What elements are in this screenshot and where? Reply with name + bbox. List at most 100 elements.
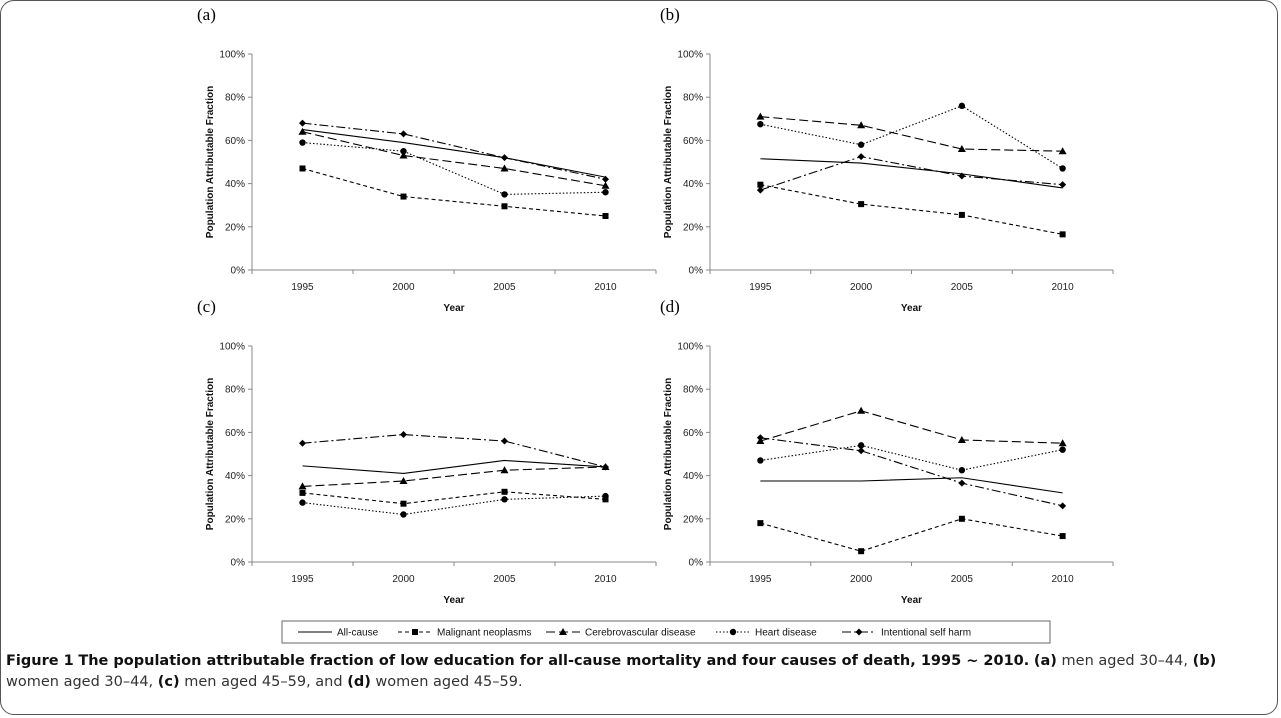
series-malignant-neoplasms <box>757 515 1066 555</box>
x-tick-label: 2000 <box>392 574 415 585</box>
data-point <box>857 442 865 449</box>
series-intentional-self-harm <box>299 119 609 183</box>
series-line <box>302 122 606 180</box>
x-tick-label: 2005 <box>951 574 974 585</box>
x-axis-title: Year <box>901 303 922 314</box>
data-point <box>958 479 966 487</box>
x-axis-title: Year <box>901 595 922 606</box>
y-tick-label: 80% <box>683 385 703 396</box>
legend-label: Cerebrovascular disease <box>585 628 696 639</box>
legend-swatch-marker <box>412 629 418 635</box>
series-line <box>760 410 1063 444</box>
legend-label: Malignant neoplasms <box>437 628 532 639</box>
legend-swatch-marker <box>855 628 863 636</box>
data-point <box>399 477 408 484</box>
legend-swatch-marker <box>729 628 737 636</box>
data-point <box>757 520 764 527</box>
data-point <box>757 181 764 188</box>
panel-label: (a) <box>197 5 216 24</box>
data-point <box>1059 181 1067 189</box>
y-tick-label: 0% <box>231 558 246 569</box>
data-point <box>1059 231 1066 238</box>
data-point <box>958 515 965 522</box>
x-tick-label: 2000 <box>850 282 873 293</box>
series-line <box>760 518 1063 552</box>
caption-part-a-text: men aged 30–44, <box>1056 653 1193 669</box>
series-heart-disease <box>299 492 609 518</box>
y-tick-label: 40% <box>225 471 245 482</box>
y-axis-title: Population Attributable Fraction <box>205 378 216 530</box>
data-point <box>1059 165 1066 172</box>
data-point <box>400 130 407 138</box>
data-point <box>602 213 609 219</box>
series-all-cause <box>760 477 1063 494</box>
data-point <box>958 211 965 218</box>
data-point <box>602 175 609 183</box>
series-line <box>302 495 606 516</box>
panel-c: (c) 0% 20% 40% 60% 80% 100% 1995 2000 2005 2010 Yea… <box>197 297 657 606</box>
data-point <box>400 193 407 200</box>
y-tick-label: 100% <box>219 50 245 61</box>
panel-label: (c) <box>197 297 216 316</box>
y-tick-label: 40% <box>225 179 245 190</box>
y-tick-label: 60% <box>225 428 245 439</box>
data-point <box>602 189 609 196</box>
panel-label: (b) <box>660 5 680 24</box>
x-tick-label: 2005 <box>493 282 516 293</box>
series-malignant-neoplasms <box>299 165 609 219</box>
legend-label: All-cause <box>337 628 379 639</box>
x-tick-label: 2000 <box>850 574 873 585</box>
legend-label: Intentional self harm <box>881 628 971 639</box>
data-point <box>298 482 307 490</box>
panel-a: (a) 0% 20% 40% 60% 80% 100% 1995 2000 2005 2010 Yea… <box>197 5 657 314</box>
series-intentional-self-harm <box>299 431 609 471</box>
y-tick-label: 80% <box>683 93 703 104</box>
data-point <box>500 466 509 474</box>
series-cerebrovascular-disease <box>756 112 1067 155</box>
series-line <box>760 116 1063 152</box>
data-point <box>1059 533 1066 540</box>
series-cerebrovascular-disease <box>756 406 1067 447</box>
data-point <box>501 191 508 198</box>
y-tick-label: 60% <box>683 428 703 439</box>
legend-item: Malignant neoplasms <box>398 628 532 639</box>
caption-part-d-text: women aged 45–59. <box>370 674 523 690</box>
y-tick-label: 60% <box>225 136 245 147</box>
series-intentional-self-harm <box>756 153 1067 194</box>
x-tick-label: 2005 <box>951 282 974 293</box>
data-point <box>501 203 508 210</box>
data-point <box>857 141 865 148</box>
data-point <box>1059 446 1066 453</box>
y-tick-label: 20% <box>683 514 703 525</box>
data-point <box>1059 502 1067 510</box>
y-axis-title: Population Attributable Fraction <box>663 86 674 238</box>
data-point <box>756 112 765 120</box>
x-axis-title: Year <box>443 303 464 314</box>
legend-label: Heart disease <box>755 628 817 639</box>
series-line <box>760 437 1063 507</box>
legend-item: All-cause <box>298 628 379 639</box>
legend: All-cause Malignant neoplasms Cerebrovascu… <box>281 620 1051 644</box>
data-point <box>501 154 508 162</box>
y-tick-label: 20% <box>225 514 245 525</box>
x-tick-label: 2000 <box>392 282 415 293</box>
legend-item: Cerebrovascular disease <box>546 628 696 639</box>
series-line <box>302 129 606 178</box>
data-point <box>857 447 865 455</box>
data-point <box>501 488 508 495</box>
caption-part-a-label: (a) <box>1033 653 1057 669</box>
data-point <box>857 121 866 129</box>
y-axis-title: Population Attributable Fraction <box>205 86 216 238</box>
data-point <box>298 127 307 135</box>
x-tick-label: 1995 <box>749 574 772 585</box>
data-point <box>400 148 407 155</box>
data-point <box>957 145 966 153</box>
panel-b: (b) 0% 20% 40% 60% 80% 100% 1995 2000 2005 2010 Yea… <box>660 5 1114 314</box>
x-axis-title: Year <box>443 595 464 606</box>
data-point <box>757 457 764 464</box>
y-tick-label: 80% <box>225 385 245 396</box>
data-point <box>858 548 865 555</box>
series-line <box>760 105 1063 169</box>
